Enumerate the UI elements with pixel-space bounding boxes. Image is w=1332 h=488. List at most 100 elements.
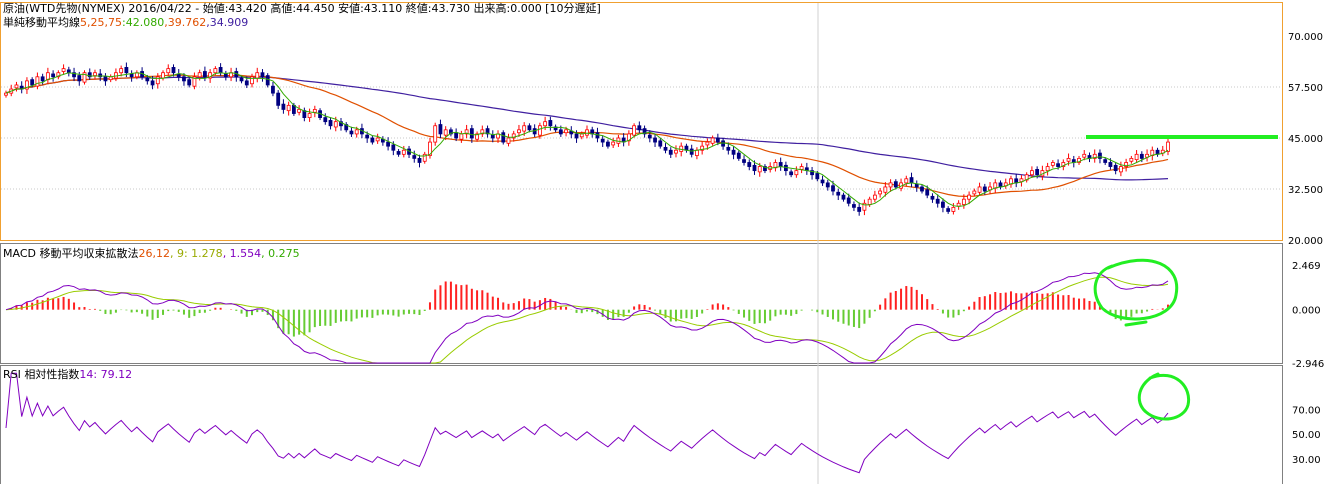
candle-body [522, 125, 527, 132]
candle-body [527, 125, 532, 131]
candle-body [710, 137, 715, 144]
candle-body [286, 104, 291, 112]
candle-body [1045, 166, 1050, 172]
macd-periods: 26,12 [138, 247, 170, 260]
candle-body [250, 76, 254, 85]
candle-body [956, 202, 961, 207]
candle-body [789, 171, 794, 176]
candle-body [25, 80, 29, 90]
candle-body [370, 137, 375, 143]
price-header: 原油(WTD先物(NYMEX) 2016/04/22 - 始値:43.420 高… [3, 2, 601, 15]
candle-body [585, 129, 589, 136]
candle-body [176, 73, 181, 78]
candle-body [443, 129, 448, 136]
candle-body [124, 67, 129, 74]
candle-body [1113, 164, 1118, 172]
candle-body [815, 173, 820, 180]
candle-body [852, 204, 856, 208]
candle-body [831, 185, 835, 192]
macd-value-2: , 1.554 [222, 247, 262, 260]
candle-body [239, 77, 244, 82]
price-panel[interactable] [0, 2, 1283, 241]
candle-body [810, 170, 814, 176]
candle-body [213, 68, 218, 74]
rsi-line [5, 372, 1169, 474]
rsi-tick-label: 50.00 [1292, 430, 1321, 441]
candle-body [862, 202, 867, 211]
ma-header: 単純移動平均線5,25,75:42.080,39.762,34.909 [3, 16, 248, 29]
candle-body [119, 68, 124, 74]
rsi-panel[interactable] [0, 365, 1283, 486]
macd-tick-label: 0.000 [1292, 306, 1321, 317]
macd-tick-label: -2.946 [1292, 359, 1324, 370]
candle-body [365, 134, 370, 139]
candle-body [349, 130, 354, 135]
candle-body [464, 129, 469, 135]
candle-body [276, 92, 281, 106]
candle-body [872, 194, 877, 200]
candle-body [459, 133, 464, 140]
candle-body [867, 198, 872, 205]
candle-body [61, 68, 66, 72]
candle-body [543, 121, 548, 127]
candle-body [1030, 170, 1034, 176]
candle-body [1066, 157, 1071, 162]
candle-body [1103, 159, 1108, 163]
candle-body [841, 194, 846, 200]
candle-body [307, 113, 312, 118]
candle-body [606, 141, 610, 147]
candle-body [757, 166, 762, 173]
candle-body [647, 134, 652, 139]
candle-body [632, 125, 637, 136]
candle-body [386, 141, 390, 147]
candle-body [72, 72, 76, 78]
candle-body [14, 84, 19, 89]
candle-body [747, 162, 752, 167]
candle-body [920, 186, 924, 192]
price-tick-label: 45.000 [1288, 134, 1323, 145]
candle-body [501, 132, 506, 143]
candle-body [1050, 162, 1055, 166]
macd-header: MACD 移動平均収束拡散法26,12, 9: 1.278, 1.554, 0.… [3, 247, 300, 260]
candle-body [820, 179, 825, 184]
macd-tick-label: 2.469 [1292, 261, 1321, 272]
annotation-macd-circle [1093, 258, 1179, 327]
candle-body [705, 141, 710, 146]
candle-body [951, 206, 956, 212]
candle-body [171, 67, 176, 74]
rsi-tick-label: 30.00 [1292, 455, 1321, 466]
candle-body [1134, 153, 1139, 161]
candle-body [449, 129, 453, 135]
candle-body [935, 198, 940, 204]
candle-body [883, 186, 888, 193]
candle-body [742, 159, 746, 163]
candle-body [475, 133, 479, 140]
candle-body [1092, 153, 1097, 159]
candle-body [1139, 153, 1144, 159]
candle-body [961, 198, 966, 205]
candle-body [166, 68, 171, 74]
candle-body [511, 133, 516, 139]
candle-body [977, 186, 982, 193]
candle-body [653, 137, 657, 143]
candle-body [1056, 163, 1060, 167]
candle-body [454, 132, 459, 139]
candle-body [401, 149, 406, 155]
candle-body [40, 76, 45, 82]
candle-body [490, 134, 495, 139]
price-tick-label: 20.000 [1288, 236, 1323, 247]
rsi-label: RSI 相対性指数 [3, 368, 80, 381]
candle-body [182, 76, 186, 82]
candle-body [297, 109, 302, 113]
candle-body [412, 155, 417, 159]
candle-body [255, 72, 260, 79]
candle-body [763, 166, 767, 172]
candle-body [668, 149, 673, 155]
candle-body [642, 128, 647, 135]
candle-body [794, 170, 799, 176]
candle-body [396, 151, 401, 155]
rsi-period: 14 [79, 368, 94, 381]
ma25-value: ,39.762 [164, 16, 207, 29]
candle-body [548, 120, 553, 127]
